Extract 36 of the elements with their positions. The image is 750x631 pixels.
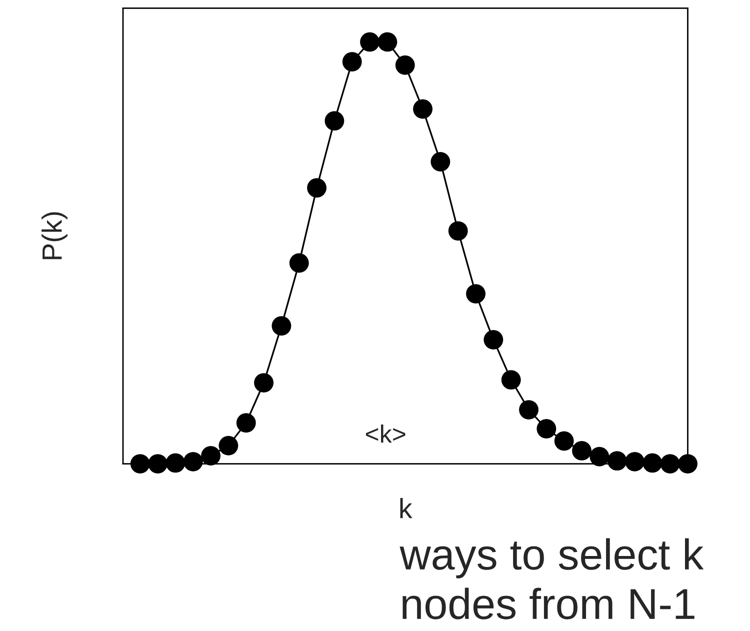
x-axis-title: k bbox=[400, 498, 412, 518]
point bbox=[360, 32, 380, 52]
point bbox=[183, 452, 203, 472]
point bbox=[519, 400, 538, 420]
point bbox=[501, 370, 521, 390]
point bbox=[324, 111, 344, 131]
point bbox=[254, 373, 274, 393]
point bbox=[148, 454, 168, 474]
point bbox=[590, 446, 610, 466]
point bbox=[625, 452, 644, 472]
point bbox=[218, 436, 238, 456]
point bbox=[272, 316, 292, 336]
point bbox=[466, 284, 486, 304]
point bbox=[484, 330, 504, 350]
point bbox=[342, 52, 362, 72]
point bbox=[642, 453, 662, 473]
text: ways to select k nodes from N-1 bbox=[400, 538, 704, 620]
annotation: <k> bbox=[366, 424, 406, 443]
point bbox=[554, 431, 574, 451]
point bbox=[307, 178, 327, 198]
point bbox=[378, 32, 398, 52]
point bbox=[413, 99, 432, 119]
point bbox=[201, 446, 221, 466]
point bbox=[607, 451, 627, 471]
point bbox=[678, 454, 698, 474]
point bbox=[289, 253, 309, 273]
point bbox=[448, 221, 468, 241]
point bbox=[660, 454, 680, 474]
point bbox=[572, 440, 592, 460]
y-axis-title: P(k) bbox=[42, 212, 68, 260]
point bbox=[395, 55, 415, 75]
point bbox=[130, 454, 150, 474]
point bbox=[166, 453, 186, 473]
point bbox=[430, 152, 450, 172]
point bbox=[536, 419, 556, 438]
point bbox=[236, 413, 256, 433]
